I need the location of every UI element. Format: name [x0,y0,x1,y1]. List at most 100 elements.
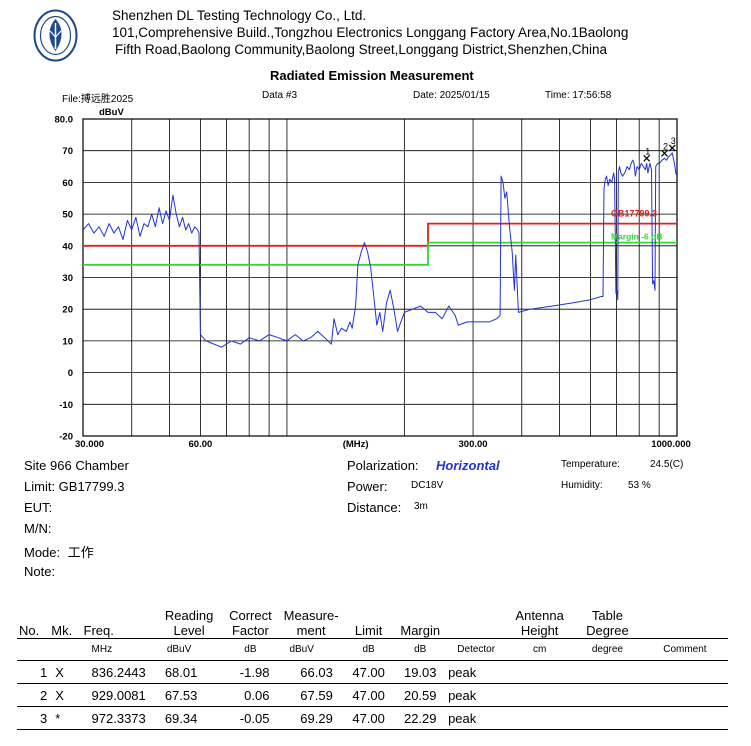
distance-value: 3m [414,501,428,512]
mode-value: 工作 [67,545,94,560]
trace-horizontal [82,152,678,348]
unit-cell: dB [244,644,257,655]
power-value: DC18V [411,480,444,491]
distance-label: Distance: [347,500,402,515]
row-margin: 22.29 [403,710,437,726]
y-tick-label: 40 [62,241,73,252]
company-name: Shenzhen DL Testing Technology Co., Ltd. [112,8,367,23]
temperature-value: 24.5(C) [650,459,684,470]
y-tick-label: 0 [68,368,73,379]
unit-cell: Comment [663,644,707,655]
row-reading: 68.01 [164,664,198,680]
marker-label: 3 [671,136,676,146]
marker-label: 1 [645,146,650,156]
company-address-line1: 101,Comprehensive Build.,Tongzhou Electr… [112,25,629,40]
y-tick-label: 50 [62,210,73,221]
row-margin: 19.03 [403,664,437,680]
table-header-row: No. Mk. Freq. Reading Level Correct Fact… [17,604,728,639]
y-tick-label: 30 [62,273,73,284]
limit-line [83,222,677,247]
table-row: 1 X 836.2443 68.01 -1.98 66.03 47.00 19.… [17,661,728,684]
row-antenna [506,661,573,684]
unit-cell: dBuV [289,644,314,655]
report-title: Radiated Emission Measurement [270,68,474,83]
row-measurement: 66.03 [300,664,333,680]
unit-cell: cm [532,644,547,655]
row-reading: 69.34 [164,710,198,726]
row-degree [573,661,642,684]
eut-info: EUT: [24,500,53,515]
report-date: Date: 2025/01/15 [413,90,490,101]
unit-cell: degree [591,644,623,655]
row-limit: 47.00 [352,710,385,726]
row-limit: 47.00 [352,664,385,680]
row-freq: 929.0081 [91,687,146,703]
header-detector [446,604,506,639]
x-tick-label: 1000.000 [651,439,691,450]
row-no: 3 [40,710,48,726]
y-tick-label: 70 [62,146,73,157]
marker-cross [643,154,651,162]
table-row: 2 X 929.0081 67.53 0.06 67.59 47.00 20.5… [17,684,728,707]
row-comment [642,661,728,684]
y-tick-label: 60 [62,178,73,189]
header-comment [642,604,728,639]
header-measurement: Measure- ment [283,608,339,638]
y-axis-label: dBuV [99,107,124,118]
x-tick-label: 300.00 [459,439,488,450]
header-antenna: Antenna Height [515,608,564,638]
power-label: Power: [347,479,388,494]
row-detector: peak [448,687,477,703]
unit-cell: MHz [91,644,113,655]
marker-label: 2 [663,141,668,151]
site-info: Site 966 Chamber [24,458,129,473]
company-address-line2: Fifth Road,Baolong Community,Baolong Str… [115,42,608,57]
header-limit: Limit [354,623,383,638]
unit-cell: dBuV [166,644,192,655]
margin-line-label: Margin -6 dB [611,232,662,242]
row-measurement: 67.59 [300,687,333,703]
y-tick-label: 20 [62,305,73,316]
row-freq: 836.2443 [91,664,146,680]
row-comment [642,707,728,730]
temperature-label: Temperature: [561,459,620,470]
header-reading: Reading Level [164,608,214,638]
humidity-label: Humidity: [561,480,603,491]
note-info: Note: [24,564,56,579]
row-measurement: 69.29 [300,710,333,726]
row-detector: peak [448,664,477,680]
y-tick-label: -20 [59,432,73,443]
y-tick-label: -10 [59,400,73,411]
header-freq: Freq. [83,623,114,638]
data-number: Data #3 [262,90,298,101]
marker-cross [661,149,668,157]
humidity-value: 53 % [628,480,651,491]
y-tick-label: 10 [62,336,73,347]
limit-info: Limit: GB17799.3 [24,479,125,494]
row-degree [573,684,642,707]
y-tick-label: 80.0 [55,115,74,126]
unit-cell: dB [414,644,427,655]
mode-label: Mode: [24,545,61,560]
mode-info: Mode: 工作 [24,542,94,561]
row-no: 1 [40,664,48,680]
header-table-degree: Table Degree [586,608,629,638]
polarization-label: Polarization: [347,458,419,473]
row-correct: 0.06 [244,687,270,703]
row-correct: -0.05 [239,710,270,726]
row-mark: X [55,687,64,703]
marker-cross [668,144,676,152]
limit-line-label: GB17799.3 [611,209,657,219]
unit-cell: dB [362,644,375,655]
header-margin: Margin [400,623,441,638]
table-units-row: MHz dBuV dB dBuV dB dB Detector cm degre… [17,638,728,661]
row-correct: -1.98 [239,664,270,680]
header-no: No. [19,623,40,638]
unit-cell [49,639,81,661]
polarization-value: Horizontal [436,458,500,473]
results-table: No. Mk. Freq. Reading Level Correct Fact… [17,604,728,730]
table-row: 3 * 972.3373 69.34 -0.05 69.29 47.00 22.… [17,707,728,730]
row-freq: 972.3373 [91,710,146,726]
row-antenna [506,707,573,730]
